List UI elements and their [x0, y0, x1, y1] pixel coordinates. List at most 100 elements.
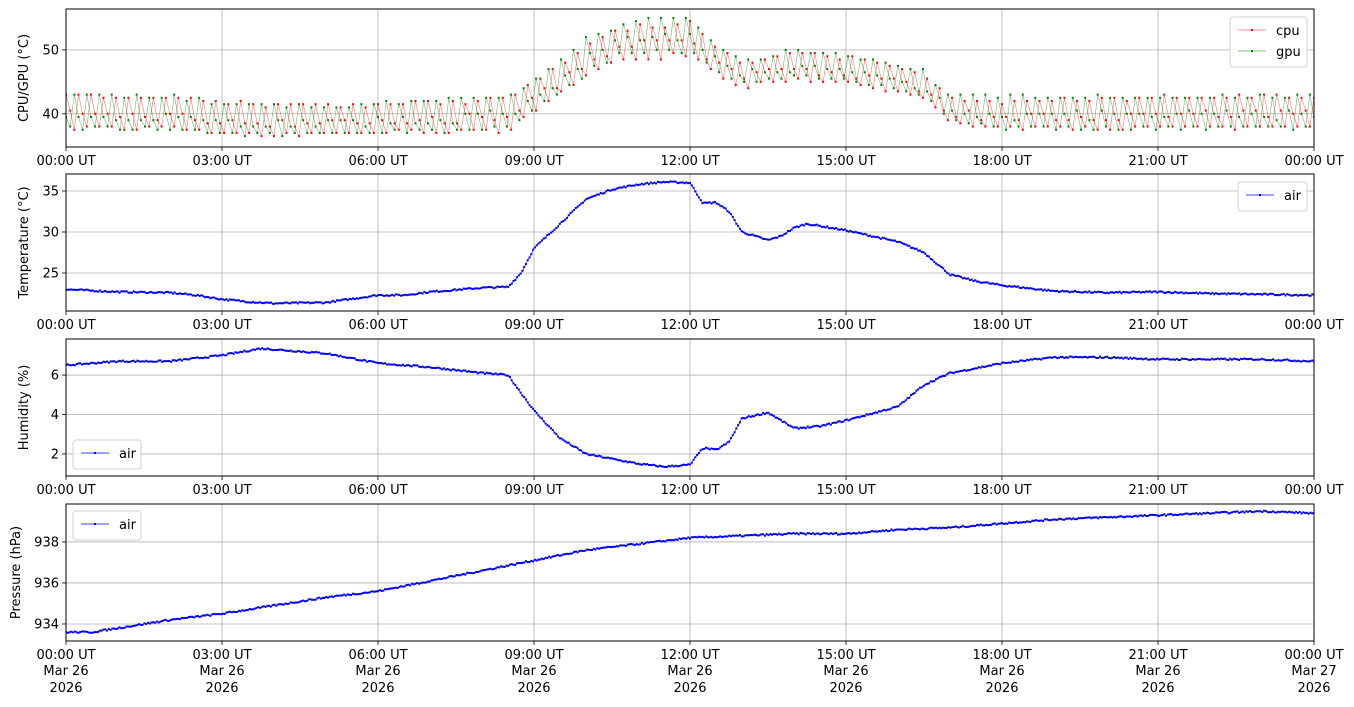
data-point-air — [680, 181, 683, 184]
x-tick-label: 00:00 UT — [1284, 154, 1343, 169]
data-point-gpu — [1146, 96, 1149, 99]
data-point-air — [918, 386, 921, 389]
data-point-air — [1182, 292, 1185, 295]
data-point-air — [298, 600, 301, 603]
data-point-air — [1008, 285, 1011, 288]
data-point-cpu — [1221, 125, 1224, 128]
data-point-cpu — [1250, 96, 1253, 99]
data-point-air — [471, 288, 474, 291]
data-point-air — [724, 535, 727, 538]
data-point-air — [1268, 359, 1271, 362]
data-point-air — [537, 242, 540, 245]
data-point-air — [894, 406, 897, 409]
data-point-air — [437, 366, 440, 369]
data-point-air — [667, 538, 670, 541]
data-point-air — [196, 615, 199, 618]
data-point-cpu — [397, 128, 400, 131]
data-point-air — [155, 291, 158, 294]
data-point-air — [651, 540, 654, 543]
data-point-air — [637, 184, 640, 187]
data-point-air — [717, 535, 720, 538]
data-point-cpu — [589, 42, 592, 45]
data-point-air — [268, 301, 271, 304]
data-point-air — [1255, 358, 1258, 361]
data-point-air — [147, 621, 150, 624]
data-point-gpu — [863, 71, 866, 74]
data-point-air — [1189, 292, 1192, 295]
data-point-air — [637, 462, 640, 465]
data-point-air — [1173, 290, 1176, 293]
data-point-air — [89, 631, 92, 634]
x-tick-label: 06:00 UT — [348, 483, 407, 498]
data-point-air — [334, 301, 337, 304]
x-tick-label: 06:00 UT — [348, 318, 407, 333]
data-point-air — [489, 567, 492, 570]
data-point-air — [1222, 357, 1225, 360]
data-point-gpu — [110, 93, 113, 96]
data-point-air — [1033, 519, 1036, 522]
data-point-air — [963, 276, 966, 279]
data-point-air — [221, 298, 224, 301]
data-point-air — [548, 425, 551, 428]
data-point-air — [526, 401, 529, 404]
data-point-air — [1011, 285, 1014, 288]
data-point-air — [528, 404, 531, 407]
data-point-gpu — [1113, 112, 1116, 115]
data-point-air — [175, 359, 178, 362]
data-point-air — [109, 360, 112, 363]
data-point-air — [867, 531, 870, 534]
data-point-gpu — [568, 84, 571, 87]
data-point-air — [1220, 357, 1223, 360]
data-point-gpu — [1304, 125, 1307, 128]
data-point-air — [1198, 357, 1201, 360]
data-point-air — [123, 290, 126, 293]
data-point-gpu — [227, 119, 230, 122]
data-point-air — [483, 286, 486, 289]
data-point-air — [257, 347, 260, 350]
data-point-air — [368, 295, 371, 298]
data-point-air — [150, 360, 153, 363]
data-point-air — [1279, 293, 1282, 296]
data-point-air — [1163, 357, 1166, 360]
data-point-gpu — [339, 119, 342, 122]
data-point-air — [86, 630, 89, 633]
data-point-air — [289, 601, 292, 604]
plot-area — [66, 347, 1314, 469]
data-point-air — [195, 615, 198, 618]
data-point-air — [598, 547, 601, 550]
data-point-air — [1163, 291, 1166, 294]
data-point-air — [701, 448, 704, 451]
data-point-gpu — [368, 131, 371, 134]
data-point-air — [246, 609, 249, 612]
data-point-gpu — [747, 58, 750, 61]
data-point-air — [580, 202, 583, 205]
data-point-air — [287, 302, 290, 305]
y-tick-label: 2 — [51, 447, 59, 462]
data-point-air — [795, 532, 798, 535]
data-point-air — [102, 628, 105, 631]
data-point-air — [266, 301, 269, 304]
data-point-air — [774, 416, 777, 419]
data-point-air — [1302, 294, 1305, 297]
data-point-air — [294, 301, 297, 304]
data-point-air — [1018, 286, 1021, 289]
data-point-air — [339, 354, 342, 357]
data-point-air — [211, 613, 214, 616]
data-point-air — [191, 615, 194, 618]
data-point-air — [1304, 511, 1307, 514]
data-point-air — [1081, 291, 1084, 294]
data-point-gpu — [651, 36, 654, 39]
data-point-air — [1227, 512, 1230, 515]
data-point-air — [487, 568, 490, 571]
data-point-air — [389, 294, 392, 297]
data-point-cpu — [306, 122, 309, 125]
data-point-air — [824, 226, 827, 229]
data-point-air — [186, 358, 189, 361]
data-point-air — [387, 294, 390, 297]
data-point-air — [102, 290, 105, 293]
data-point-gpu — [551, 87, 554, 90]
data-point-air — [430, 579, 433, 582]
data-point-air — [981, 281, 984, 284]
data-point-cpu — [1229, 115, 1232, 118]
data-point-air — [624, 544, 627, 547]
